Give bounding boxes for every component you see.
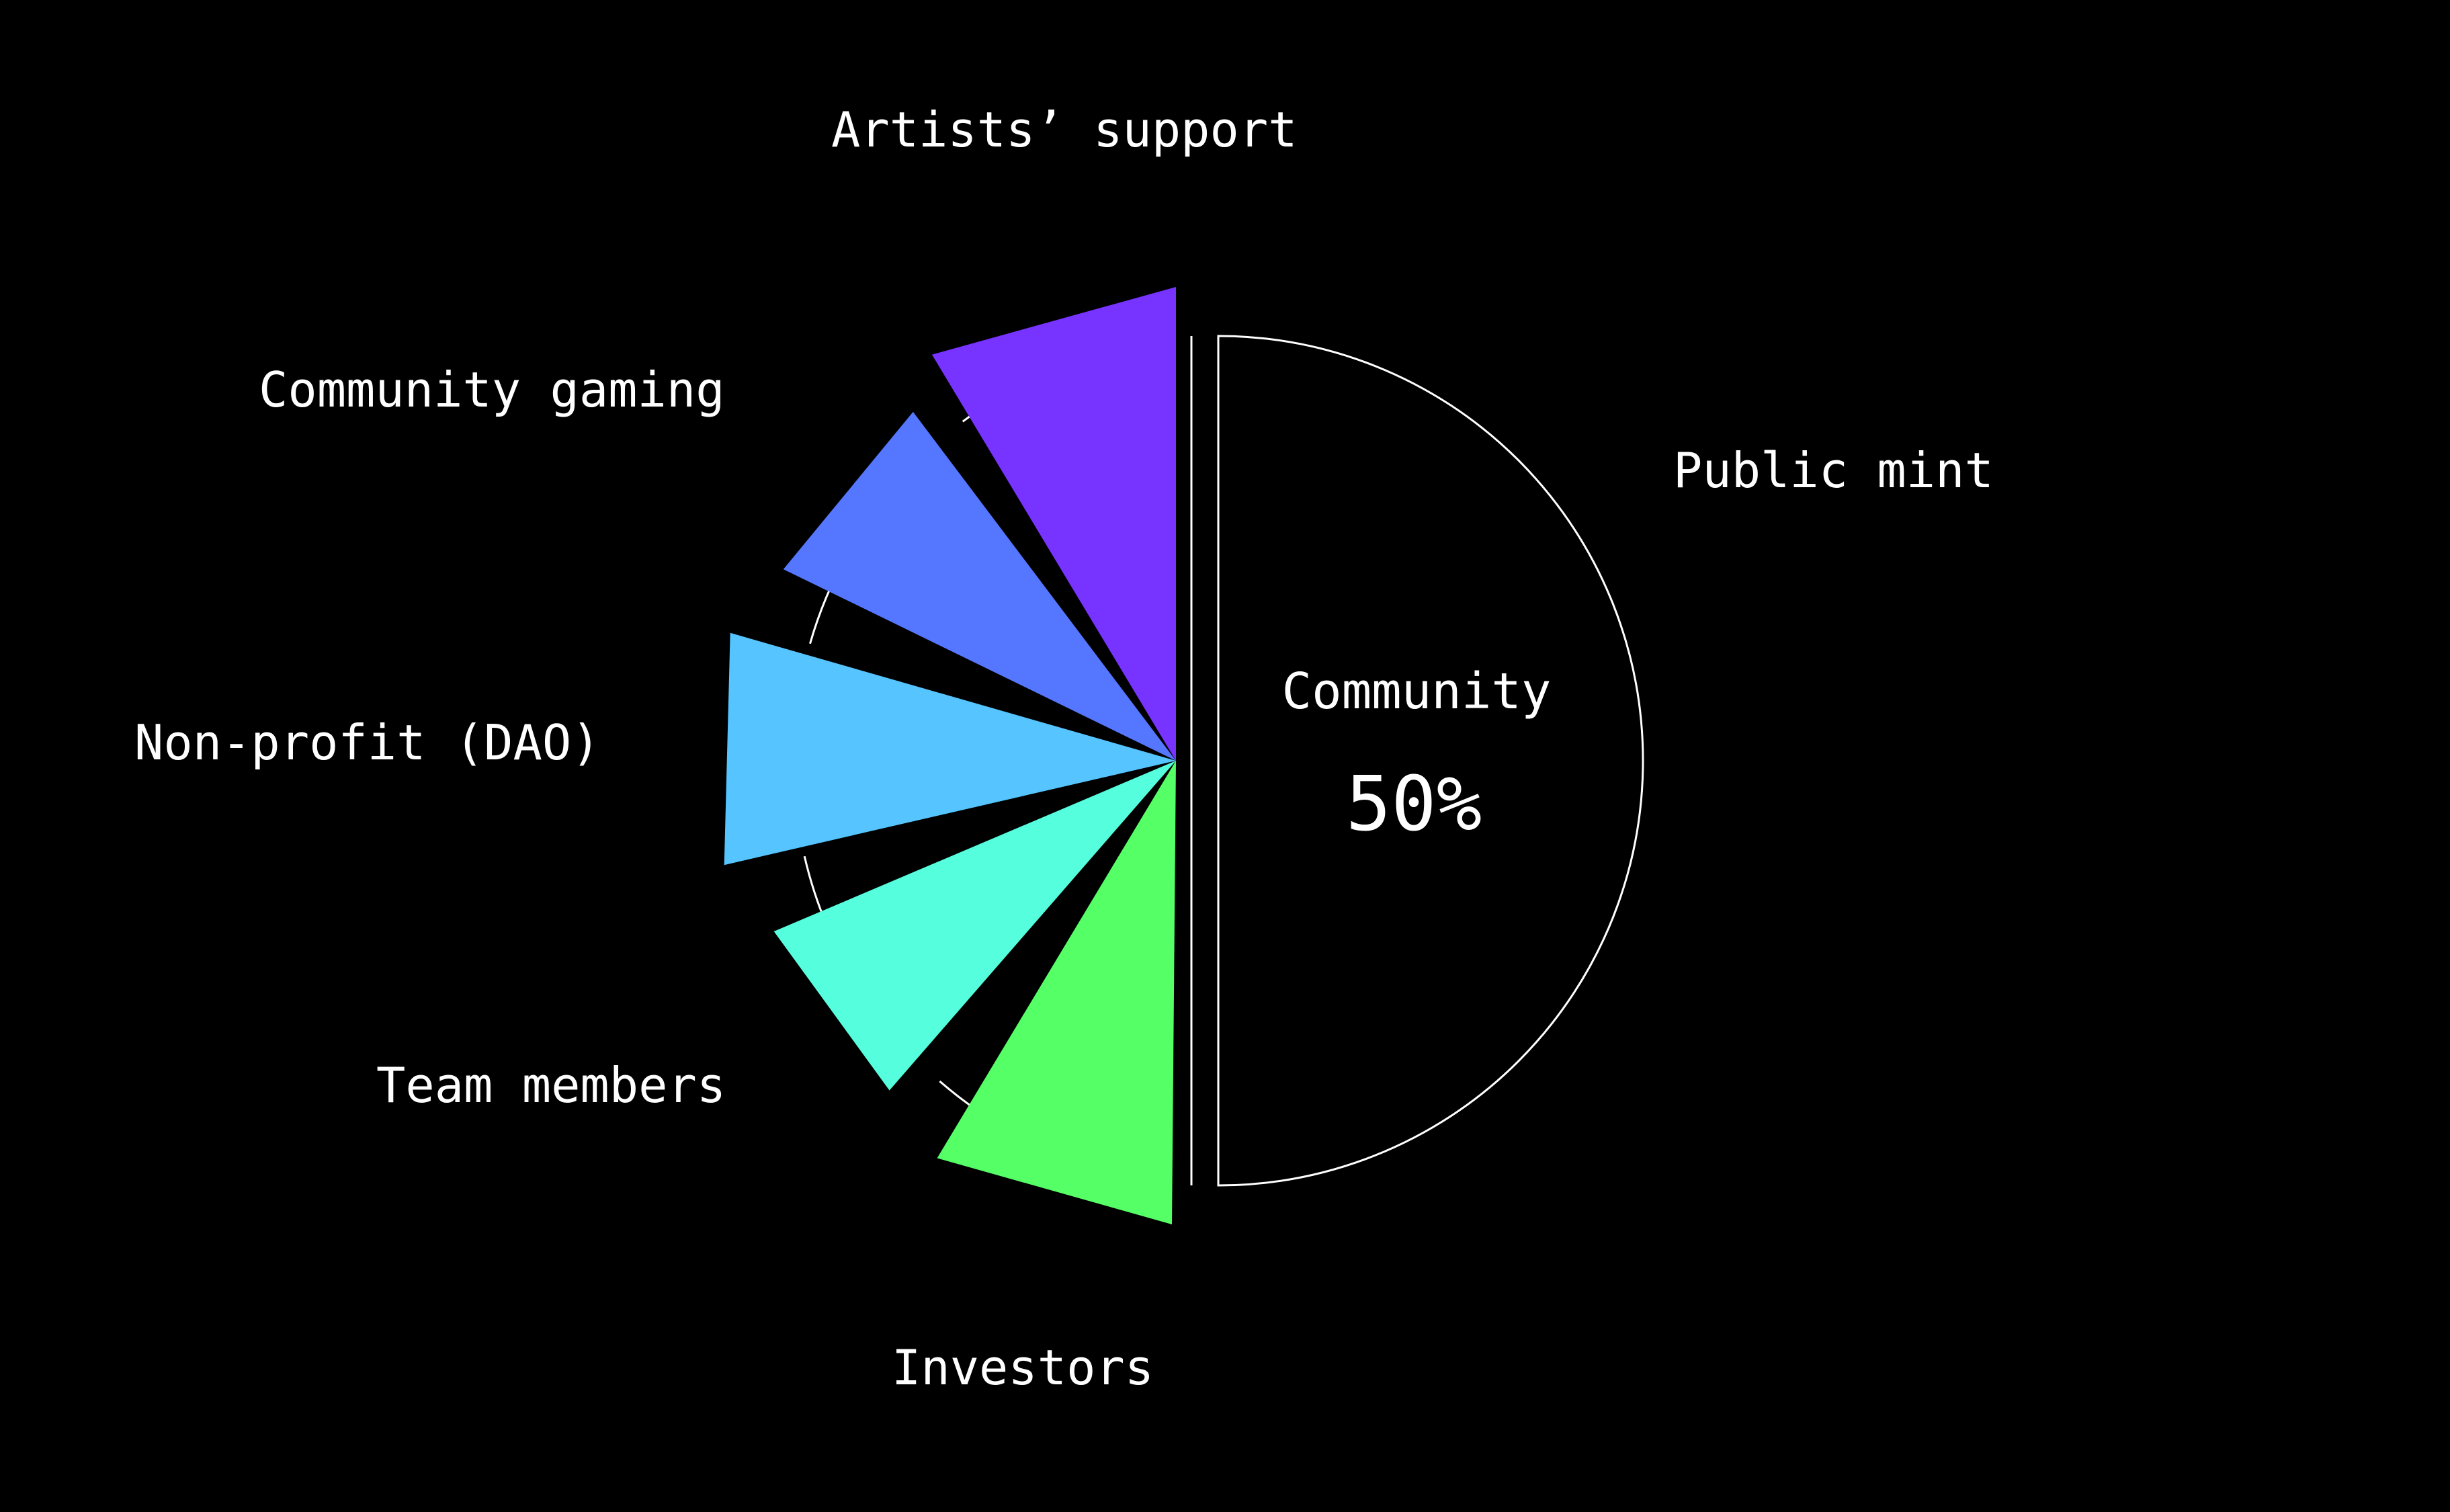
label-investors: Investors bbox=[892, 1339, 1154, 1396]
slice-community-gaming bbox=[783, 411, 1176, 761]
label-public-mint: Public mint bbox=[1673, 442, 1994, 499]
slice-public-mint bbox=[1217, 335, 1644, 1187]
label-team-members: Team members bbox=[376, 1057, 726, 1114]
label-non-profit-dao: Non-profit (DAO) bbox=[134, 714, 601, 771]
slice-non-profit-dao bbox=[724, 632, 1176, 866]
slice-team-members bbox=[773, 761, 1176, 1091]
label-artists-support: Artists’ support bbox=[831, 101, 1298, 158]
center-percentage: 50% bbox=[1346, 761, 1482, 848]
label-community-gaming: Community gaming bbox=[259, 362, 725, 418]
center-title: Community bbox=[1282, 663, 1552, 720]
slice-artists-support bbox=[931, 287, 1176, 761]
slice-investors bbox=[937, 761, 1176, 1224]
